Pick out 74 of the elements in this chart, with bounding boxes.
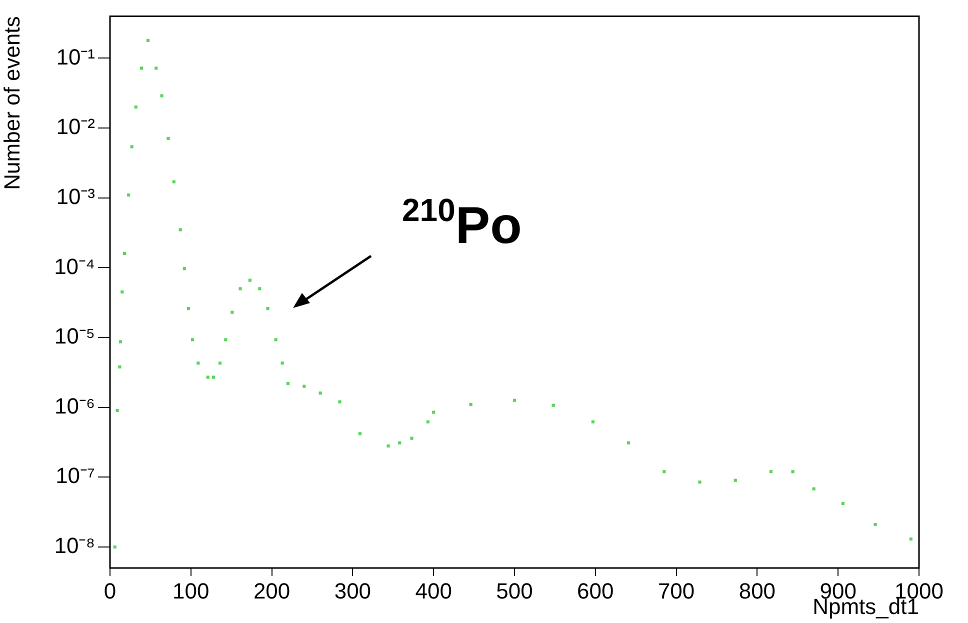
point [734, 478, 737, 482]
x-tick-label: 500 [496, 578, 533, 604]
point [146, 38, 150, 42]
x-tick-label: 700 [658, 578, 695, 604]
y-tick-label: 10⁻⁴ [54, 254, 95, 279]
point [274, 338, 278, 342]
point [116, 408, 119, 412]
point [841, 502, 845, 506]
point [791, 470, 794, 474]
point [358, 432, 362, 436]
point [134, 105, 138, 109]
point [874, 522, 877, 526]
y-tick-label: 10⁻¹ [56, 44, 95, 70]
point [512, 398, 516, 402]
point [662, 470, 666, 474]
point [258, 287, 262, 290]
y-tick-label: 10⁻⁵ [54, 324, 95, 349]
point [186, 306, 190, 310]
point [118, 365, 122, 368]
point [302, 384, 306, 388]
point [266, 306, 270, 310]
point [113, 545, 116, 549]
point [318, 392, 322, 395]
point [218, 362, 222, 365]
x-tick-label: 200 [253, 578, 290, 604]
point [206, 376, 210, 379]
point [178, 228, 182, 232]
point [127, 193, 130, 197]
y-tick-label: 10⁻⁶ [54, 393, 95, 418]
point [698, 480, 702, 484]
x-tick-label: 100 [172, 578, 210, 604]
x-tick-label: 300 [334, 578, 372, 604]
point [248, 278, 252, 282]
point [338, 400, 342, 404]
point [230, 310, 234, 314]
y-axis-title: Number of events [0, 16, 24, 190]
point [410, 436, 414, 440]
point [627, 441, 630, 444]
y-tick-label: 10⁻⁷ [56, 463, 96, 488]
point [140, 66, 144, 70]
point [386, 444, 390, 448]
point [769, 470, 773, 474]
point [118, 340, 122, 344]
point [469, 402, 472, 406]
point [224, 338, 228, 342]
x-tick-label: 800 [738, 578, 776, 604]
point [154, 66, 158, 70]
point [212, 376, 216, 379]
y-tick-label: 10⁻² [56, 114, 95, 140]
point [432, 410, 436, 414]
point [286, 382, 290, 385]
point [123, 252, 126, 256]
y-tick-label: 10⁻³ [56, 184, 95, 209]
point [160, 94, 164, 98]
point [426, 420, 430, 424]
x-tick-label: 0 [104, 578, 116, 604]
point [398, 441, 402, 444]
point [909, 537, 912, 541]
point [172, 180, 176, 184]
point [120, 290, 124, 294]
point [196, 362, 200, 365]
point [280, 362, 284, 365]
x-tick-label: 600 [577, 578, 614, 604]
point [130, 145, 134, 148]
x-tick-label: 400 [415, 578, 452, 604]
point [238, 287, 242, 290]
point [812, 487, 816, 490]
y-tick-label: 10⁻⁸ [54, 533, 95, 558]
point [190, 338, 194, 342]
annotation: $^{210}$Po [402, 192, 522, 255]
point [552, 404, 555, 407]
point [591, 420, 595, 424]
point [166, 136, 170, 140]
point [182, 267, 186, 270]
